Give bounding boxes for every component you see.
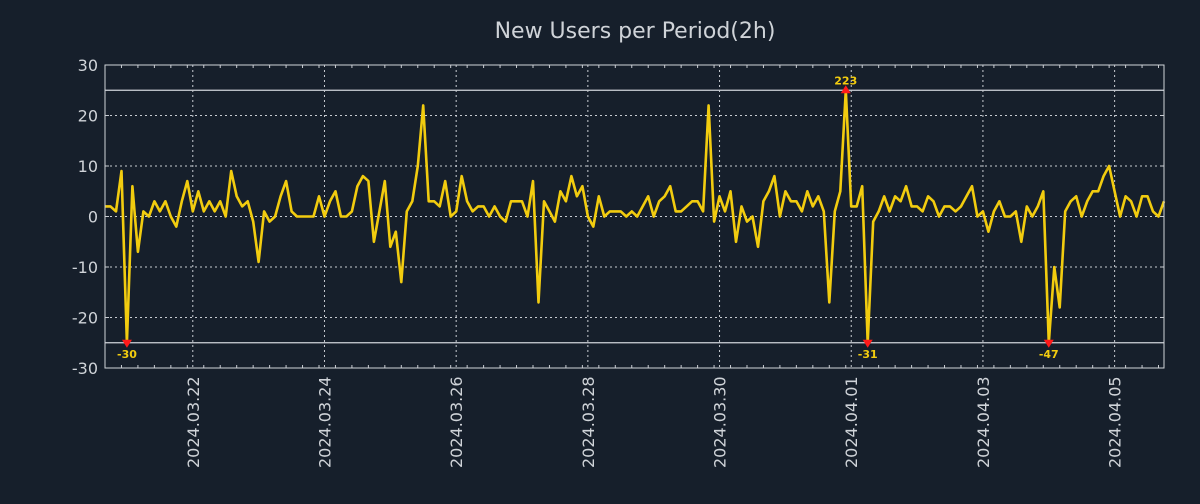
- chart-title: New Users per Period(2h): [495, 19, 776, 44]
- clip-value-label: -31: [858, 348, 878, 361]
- x-tick-label: 2024.03.30: [711, 376, 730, 468]
- clip-value-label: -47: [1039, 348, 1059, 361]
- series-line-new-users: [105, 89, 1166, 345]
- clip-marker-down: [121, 339, 132, 348]
- x-tick-label: 2024.03.24: [315, 376, 334, 468]
- clip-value-label: -30: [117, 348, 137, 361]
- y-tick-label: 20: [78, 107, 98, 126]
- x-tick-label: 2024.03.22: [184, 376, 203, 468]
- clip-marker-down: [1043, 339, 1054, 348]
- y-tick-label: -10: [72, 258, 98, 277]
- x-tick-label: 2024.04.05: [1106, 376, 1125, 468]
- y-tick-label: 0: [88, 208, 98, 227]
- x-axis: 2024.03.22 2024.03.24 2024.03.26 2024.03.28…: [104, 65, 1160, 468]
- annotations: -30 223 -31 -47: [117, 74, 1059, 361]
- y-axis: 30 20 10 0 -10 -20 -30: [72, 56, 1164, 378]
- x-tick-label: 2024.04.03: [974, 376, 993, 468]
- grid: [105, 65, 1164, 368]
- y-tick-label: 10: [78, 157, 98, 176]
- clip-marker-down: [862, 339, 873, 348]
- series-layer: [105, 89, 1166, 345]
- x-tick-label: 2024.03.26: [447, 376, 466, 468]
- clip-value-label: 223: [834, 74, 857, 87]
- x-tick-label: 2024.03.28: [579, 376, 598, 468]
- plot-frame: [104, 64, 1165, 369]
- x-tick-label: 2024.04.01: [842, 376, 861, 468]
- y-tick-label: 30: [78, 56, 98, 75]
- y-tick-label: -20: [72, 309, 98, 328]
- y-tick-label: -30: [72, 359, 98, 378]
- clip-marker-up: [840, 85, 851, 94]
